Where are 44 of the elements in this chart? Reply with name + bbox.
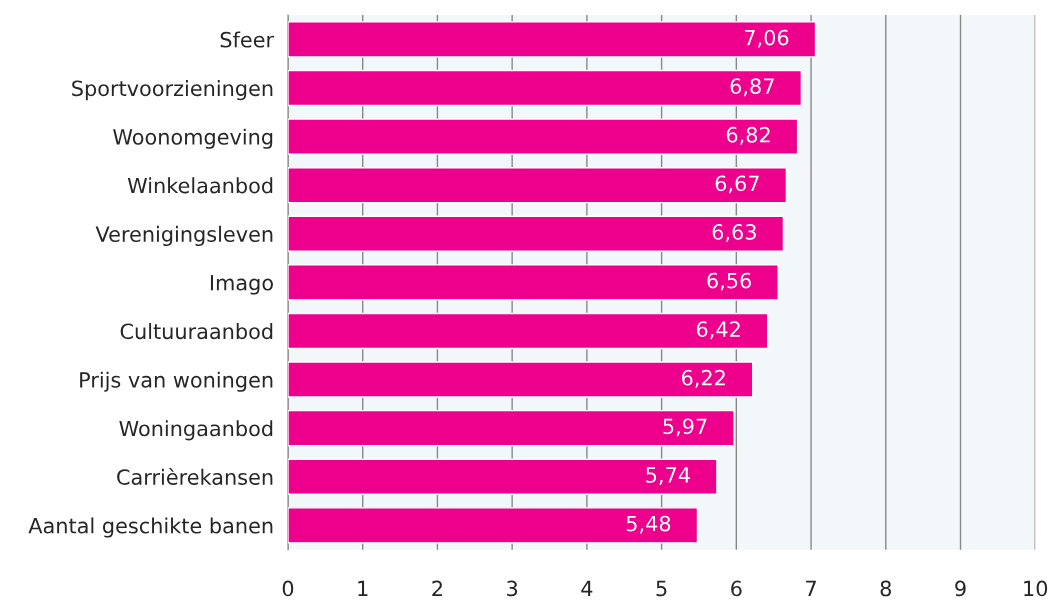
y-tick-label: Carrièrekansen (117, 468, 273, 485)
bar (287, 361, 754, 398)
y-tick-label: Verenigingsleven (95, 225, 273, 247)
x-tick-label: 8 (880, 580, 891, 597)
bar (287, 21, 817, 58)
y-tick-label: Prijs van woningen (80, 371, 273, 392)
data-label: 6,22 (682, 369, 725, 388)
data-label: 5,97 (663, 418, 707, 437)
bar (287, 507, 699, 544)
x-tick-label: 3 (507, 580, 518, 597)
y-tick-label: Aantal geschikte banen (28, 517, 273, 538)
y-tick-label: Woningaanbod (119, 420, 273, 441)
bar (287, 69, 803, 107)
y-tick-label: Sfeer (220, 31, 275, 48)
data-label: 6,56 (707, 272, 752, 291)
x-tick-label: 1 (358, 580, 368, 597)
bar (287, 215, 785, 252)
bar (287, 118, 799, 155)
bar (287, 458, 718, 495)
x-tick-label: 10 (1024, 580, 1048, 597)
y-tick-label: Woonomgeving (113, 128, 273, 149)
data-label: 5,74 (646, 467, 690, 485)
data-label: 6,42 (696, 321, 740, 340)
x-tick-label: 2 (432, 580, 442, 597)
x-tick-label: 5 (656, 580, 667, 597)
x-tick-label: 9 (955, 580, 966, 597)
x-tick-label: 0 (282, 580, 294, 597)
y-tick-label: Sportvoorzieningen (72, 80, 273, 101)
bar (287, 312, 769, 350)
x-tick-label: 4 (581, 580, 593, 597)
data-label: 6,63 (712, 224, 756, 242)
data-label: 5,48 (626, 515, 671, 534)
data-label: 6,87 (730, 78, 774, 97)
y-tick-label: Imago (210, 275, 273, 295)
data-label: 6,67 (715, 175, 759, 194)
data-label: 7,06 (745, 29, 789, 48)
bar (287, 264, 779, 301)
y-tick-label: Winkelaanbod (127, 177, 273, 194)
x-tick-label: 7 (806, 580, 816, 597)
bar (287, 409, 735, 447)
bar (287, 166, 788, 204)
x-tick-label: 6 (731, 580, 742, 597)
data-label: 6,82 (726, 126, 770, 145)
y-tick-label: Cultuuraanbod (120, 323, 273, 340)
